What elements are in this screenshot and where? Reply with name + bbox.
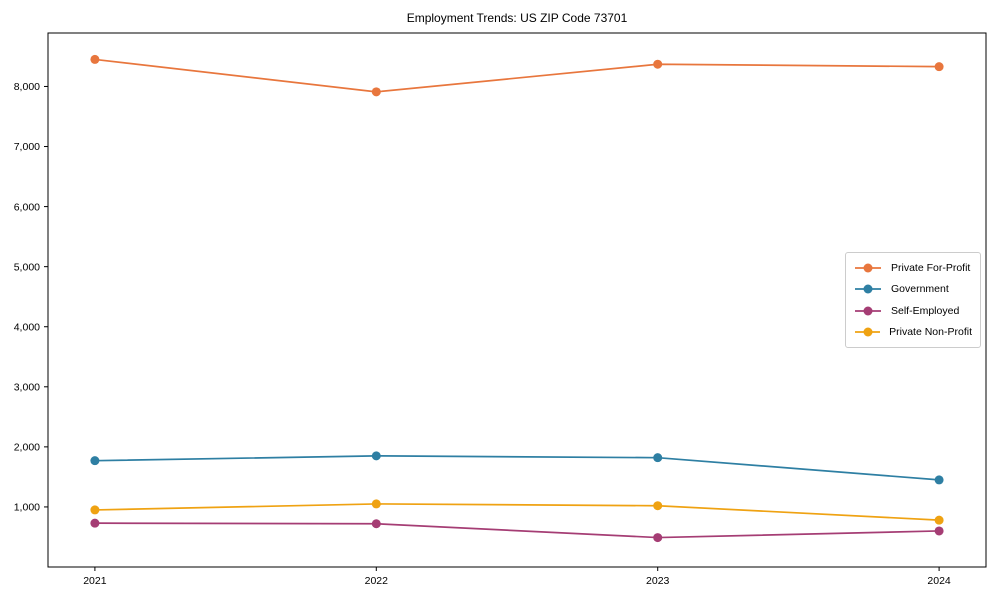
data-point-private-non-profit-2022 <box>371 499 381 509</box>
x-tick-label-2022: 2022 <box>365 575 389 587</box>
legend-dot-icon <box>863 327 873 337</box>
x-tick-label-2024: 2024 <box>927 575 951 587</box>
data-point-private-non-profit-2024 <box>934 515 944 525</box>
legend-dot-icon <box>863 263 873 273</box>
plot-border <box>47 32 987 568</box>
series-line-private-for-profit <box>94 58 940 93</box>
y-tick-label-7000: 7,000 <box>14 141 40 153</box>
data-point-self-employed-2023 <box>653 533 663 543</box>
series-line-self-employed <box>94 522 940 539</box>
data-point-government-2024 <box>934 475 944 485</box>
series-line-private-non-profit <box>94 503 940 521</box>
series-line-government <box>94 455 940 481</box>
legend-dot-icon <box>863 306 873 316</box>
legend-label: Private Non-Profit <box>889 326 972 339</box>
data-point-government-2023 <box>653 453 663 463</box>
data-point-self-employed-2021 <box>90 518 100 528</box>
legend-marker-icon <box>855 306 881 316</box>
data-point-private-for-profit-2024 <box>934 62 944 72</box>
data-point-private-for-profit-2022 <box>371 87 381 97</box>
legend-item-private-non-profit: Private Non-Profit <box>854 322 972 344</box>
data-point-self-employed-2022 <box>371 519 381 529</box>
x-tick-label-2021: 2021 <box>83 575 107 587</box>
data-point-private-non-profit-2021 <box>90 505 100 515</box>
data-point-private-for-profit-2021 <box>90 54 100 64</box>
legend-marker-icon <box>855 327 881 337</box>
legend-item-government: Government <box>854 279 972 301</box>
y-tick-label-4000: 4,000 <box>14 321 40 333</box>
y-tick-label-1000: 1,000 <box>14 502 40 514</box>
y-tick-label-6000: 6,000 <box>14 201 40 213</box>
legend: Private For-Profit Government Self-Employe… <box>845 252 981 348</box>
legend-marker-icon <box>855 284 881 294</box>
x-tick-label-2023: 2023 <box>646 575 670 587</box>
legend-label: Private For-Profit <box>891 261 971 274</box>
legend-label: Self-Employed <box>891 304 960 317</box>
legend-label: Government <box>891 283 949 296</box>
data-point-private-for-profit-2023 <box>653 59 663 69</box>
y-tick-label-3000: 3,000 <box>14 381 40 393</box>
chart-title: Employment Trends: US ZIP Code 73701 <box>406 11 628 25</box>
legend-marker-icon <box>855 263 881 273</box>
legend-item-private-for-profit: Private For-Profit <box>854 257 972 279</box>
y-tick-label-5000: 5,000 <box>14 261 40 273</box>
data-point-private-non-profit-2023 <box>653 501 663 511</box>
data-point-self-employed-2024 <box>934 526 944 536</box>
data-point-government-2022 <box>371 451 381 461</box>
data-point-government-2021 <box>90 456 100 466</box>
y-tick-label-2000: 2,000 <box>14 442 40 454</box>
y-tick-label-8000: 8,000 <box>14 81 40 93</box>
legend-item-self-employed: Self-Employed <box>854 300 972 322</box>
legend-dot-icon <box>863 284 873 294</box>
